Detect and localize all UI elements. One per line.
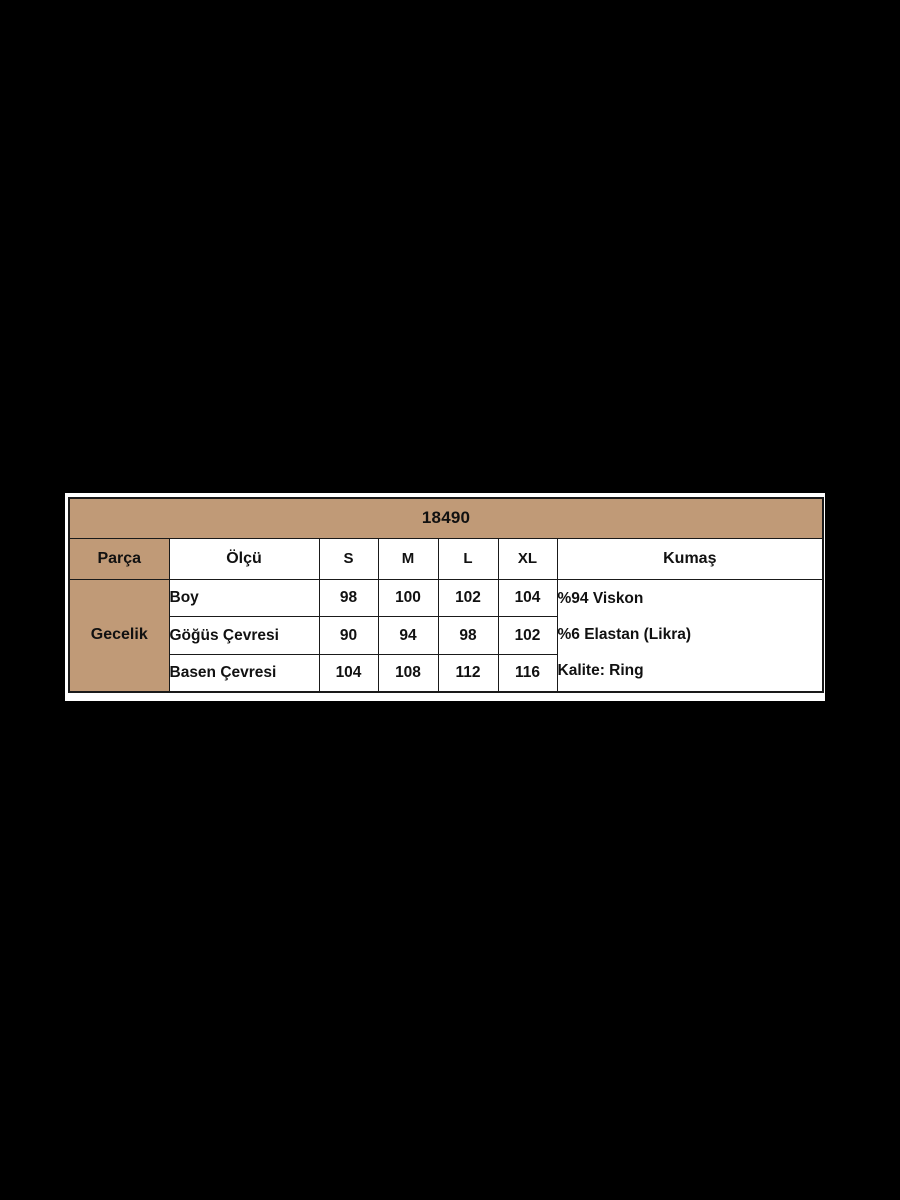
table-title-row: 18490 [68, 497, 824, 539]
product-code-title: 18490 [68, 497, 824, 539]
header-size-m: M [377, 537, 439, 580]
header-fabric: Kumaş [556, 537, 824, 580]
value-gogus-l: 98 [437, 616, 499, 655]
value-gogus-s: 90 [318, 616, 379, 655]
fabric-line-1: %94 Viskon [557, 590, 644, 608]
value-gogus-m: 94 [377, 616, 439, 655]
header-measure: Ölçü [168, 537, 320, 580]
table-row: Basen Çevresi 104 108 112 116 [69, 653, 823, 693]
value-boy-xl: 104 [497, 578, 558, 618]
fabric-line-2: %6 Elastan (Likra) [557, 626, 692, 644]
header-size-l: L [437, 537, 499, 580]
part-name-cell: Gecelik [68, 578, 170, 693]
value-basen-s: 104 [318, 653, 379, 693]
measure-label-gogus-cevresi: Göğüs Çevresi [168, 616, 320, 655]
value-boy-l: 102 [437, 578, 499, 618]
measure-label-basen-cevresi: Basen Çevresi [168, 653, 320, 693]
table-row: Gecelik Boy 98 100 102 104 %94 Viskon %6… [68, 578, 824, 693]
paper-background: 18490 Parça Ölçü S M L XL Kumaş Gecelik … [65, 493, 825, 701]
table-header-row: Parça Ölçü S M L XL Kumaş [68, 537, 824, 580]
size-chart-table: 18490 Parça Ölçü S M L XL Kumaş Gecelik … [68, 497, 825, 693]
table-row: Göğüs Çevresi 90 94 98 102 [69, 616, 823, 655]
header-size-xl: XL [497, 537, 558, 580]
header-part: Parça [68, 537, 170, 580]
value-basen-xl: 116 [497, 653, 558, 693]
value-basen-m: 108 [377, 653, 439, 693]
measure-label-boy: Boy [168, 578, 320, 618]
header-size-s: S [318, 537, 379, 580]
value-gogus-xl: 102 [497, 616, 558, 655]
value-basen-l: 112 [437, 653, 499, 693]
fabric-composition-cell: %94 Viskon %6 Elastan (Likra) Kalite: Ri… [556, 578, 824, 693]
value-boy-s: 98 [318, 578, 379, 618]
value-boy-m: 100 [377, 578, 439, 618]
fabric-line-3: Kalite: Ring [557, 662, 644, 680]
